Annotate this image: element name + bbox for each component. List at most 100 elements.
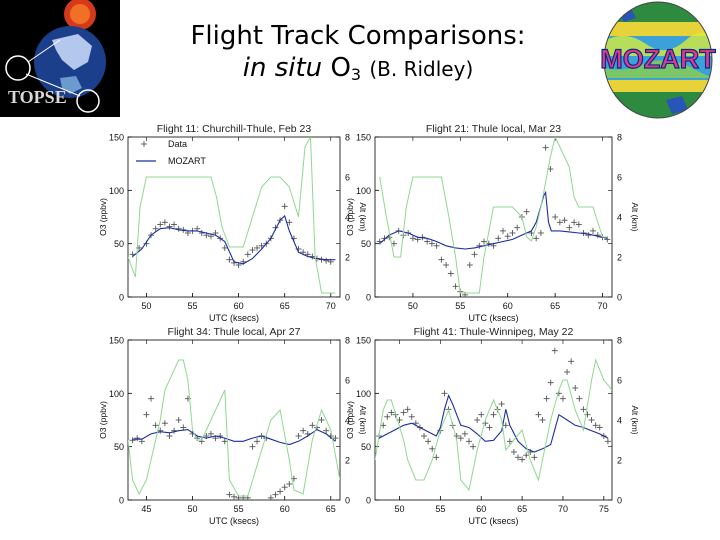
- data-point: [286, 481, 293, 487]
- plot-frame: [127, 136, 341, 298]
- y-tick-label: 0: [119, 293, 124, 303]
- y-tick-label: 50: [361, 239, 371, 249]
- data-point: [447, 270, 454, 277]
- data-point: [452, 283, 459, 290]
- data-point: [148, 395, 155, 402]
- altitude-line: [128, 137, 336, 294]
- orbit-ring-icon: [5, 55, 31, 81]
- data-point: [286, 219, 293, 226]
- data-point: [180, 424, 187, 431]
- data-point: [409, 235, 416, 242]
- y2-tick-label: 2: [617, 456, 622, 466]
- data-point: [478, 411, 485, 418]
- data-point: [443, 262, 450, 268]
- data-point: [547, 379, 554, 386]
- data-point: [129, 437, 136, 444]
- chart-title: Flight 11: Churchill-Thule, Feb 23: [157, 123, 312, 135]
- data-point: [249, 247, 256, 254]
- legend-data-marker: [141, 141, 147, 147]
- data-point: [425, 438, 432, 445]
- data-point: [134, 435, 141, 442]
- data-point: [476, 242, 483, 249]
- mozart-line: [132, 214, 336, 265]
- data-point: [531, 454, 538, 461]
- data-point: [323, 427, 330, 434]
- plot-frame: [374, 136, 613, 298]
- data-point: [404, 406, 411, 413]
- y2-tick-label: 2: [617, 253, 622, 263]
- data-point: [221, 244, 228, 251]
- y2-tick-label: 4: [617, 213, 622, 223]
- x-tick-label: 70: [326, 301, 336, 311]
- y2-axis-label: Alt (km): [358, 202, 368, 231]
- y-tick-label: 100: [356, 389, 371, 399]
- y2-tick-label: 8: [617, 336, 622, 346]
- y2-tick-label: 4: [617, 416, 622, 426]
- y-tick-label: 50: [361, 442, 371, 452]
- data-point: [207, 430, 214, 437]
- data-point: [588, 417, 595, 423]
- mozart-line: [132, 428, 336, 446]
- data-point: [580, 406, 587, 413]
- data-point: [535, 411, 542, 418]
- y2-axis-label: Alt (km): [630, 202, 640, 231]
- title-italic: in situ: [242, 53, 323, 83]
- data-point: [481, 238, 488, 245]
- data-point: [217, 433, 224, 439]
- data-point: [384, 413, 391, 420]
- y2-tick-label: 6: [617, 173, 622, 183]
- data-point: [590, 227, 597, 234]
- y2-tick-label: 4: [345, 213, 350, 223]
- plot-frame: [374, 339, 613, 501]
- data-point: [523, 208, 530, 215]
- data-point: [552, 214, 559, 220]
- data-point: [572, 385, 579, 391]
- data-point: [592, 422, 599, 429]
- data-point: [441, 390, 448, 397]
- data-point: [171, 427, 178, 434]
- y-tick-label: 150: [356, 133, 371, 143]
- data-point: [152, 422, 159, 429]
- plot-area: [376, 137, 611, 297]
- data-point: [408, 413, 415, 420]
- data-point: [171, 221, 178, 228]
- y-tick-label: 150: [109, 133, 124, 143]
- data-point: [421, 433, 428, 439]
- data-point: [254, 244, 261, 251]
- y-tick-label: 150: [356, 336, 371, 346]
- data-point: [429, 445, 436, 452]
- x-tick-label: 60: [476, 504, 486, 514]
- y2-axis-label: Alt (km): [630, 405, 640, 434]
- topse-logo-text: TOPSE: [8, 87, 67, 107]
- x-tick-label: 55: [234, 504, 244, 514]
- chart-panel: Flight 11: Churchill-Thule, Feb 23 0 50 100…: [98, 123, 368, 323]
- data-point: [388, 409, 395, 416]
- data-point: [198, 230, 205, 236]
- data-point: [506, 438, 513, 445]
- data-point: [254, 438, 261, 445]
- data-point: [559, 395, 566, 402]
- x-tick-label: 65: [550, 301, 560, 311]
- data-point: [585, 232, 592, 239]
- x-tick-label: 55: [435, 504, 445, 514]
- data-point: [466, 262, 473, 268]
- data-point: [470, 443, 477, 450]
- legend-data-label: Data: [168, 139, 187, 149]
- data-point: [244, 251, 251, 258]
- data-point: [551, 347, 558, 354]
- data-point: [400, 409, 407, 416]
- data-point: [566, 224, 573, 231]
- title-subscript: 3: [350, 65, 362, 84]
- data-point: [533, 235, 540, 242]
- y-axis-label: O3 (ppbv): [345, 401, 355, 439]
- data-point: [166, 223, 173, 230]
- x-tick-label: 50: [188, 504, 198, 514]
- data-point: [465, 438, 472, 445]
- plot-area: [128, 137, 336, 294]
- x-tick-label: 70: [558, 504, 568, 514]
- data-point: [161, 420, 168, 427]
- data-point: [152, 225, 159, 232]
- altitude-line: [375, 358, 612, 492]
- data-point: [281, 203, 288, 210]
- data-point: [523, 452, 530, 459]
